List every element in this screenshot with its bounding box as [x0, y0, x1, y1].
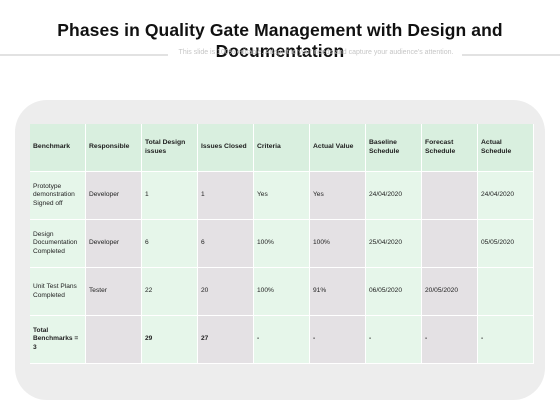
table-cell-responsible: Developer — [86, 172, 142, 220]
table-cell-actual-schedule: 05/05/2020 — [478, 220, 534, 268]
table-cell-benchmark: Prototype demonstration Signed off — [30, 172, 86, 220]
table-cell-actual-value: 91% — [310, 268, 366, 316]
table-cell-total-design-issues: 6 — [142, 220, 198, 268]
divider-right — [462, 54, 560, 56]
table-cell-forecast-schedule — [422, 220, 478, 268]
total-cell-baseline-schedule: - — [366, 316, 422, 364]
header-total-design-issues: Total Design issues — [142, 124, 198, 172]
table-cell-issues-closed: 1 — [198, 172, 254, 220]
table-cell-total-design-issues: 22 — [142, 268, 198, 316]
table-cell-benchmark: Unit Test Plans Completed — [30, 268, 86, 316]
total-design-issues-value: 29 — [142, 316, 198, 364]
table-cell-actual-schedule — [478, 268, 534, 316]
table-cell-forecast-schedule: 20/05/2020 — [422, 268, 478, 316]
header-actual-value: Actual Value — [310, 124, 366, 172]
table-cell-criteria: 100% — [254, 268, 310, 316]
header-actual-schedule: Actual Schedule — [478, 124, 534, 172]
table-cell-forecast-schedule — [422, 172, 478, 220]
total-cell-forecast-schedule: - — [422, 316, 478, 364]
table-cell-criteria: Yes — [254, 172, 310, 220]
table-cell-responsible: Developer — [86, 220, 142, 268]
table-cell-baseline-schedule: 25/04/2020 — [366, 220, 422, 268]
total-cell-responsible — [86, 316, 142, 364]
table-cell-actual-value: 100% — [310, 220, 366, 268]
header-responsible: Responsible — [86, 124, 142, 172]
total-cell-criteria: - — [254, 316, 310, 364]
page-subtitle: This slide is 100% editable. Adapt it to… — [178, 49, 454, 56]
total-benchmarks-label: Total Benchmarks = 3 — [30, 316, 86, 364]
table-cell-issues-closed: 6 — [198, 220, 254, 268]
table-cell-benchmark: Design Documentation Completed — [30, 220, 86, 268]
table-cell-baseline-schedule: 24/04/2020 — [366, 172, 422, 220]
header-forecast-schedule: Forecast Schedule — [422, 124, 478, 172]
table-cell-responsible: Tester — [86, 268, 142, 316]
header-benchmark: Benchmark — [30, 124, 86, 172]
page-title: Phases in Quality Gate Management with D… — [57, 20, 503, 61]
header-baseline-schedule: Baseline Schedule — [366, 124, 422, 172]
table-cell-criteria: 100% — [254, 220, 310, 268]
table-cell-baseline-schedule: 06/05/2020 — [366, 268, 422, 316]
table-cell-issues-closed: 20 — [198, 268, 254, 316]
table-cell-total-design-issues: 1 — [142, 172, 198, 220]
total-cell-actual-schedule: - — [478, 316, 534, 364]
table-cell-actual-value: Yes — [310, 172, 366, 220]
total-issues-closed-value: 27 — [198, 316, 254, 364]
quality-gate-table: Benchmark Responsible Total Design issue… — [30, 124, 534, 364]
table-cell-actual-schedule: 24/04/2020 — [478, 172, 534, 220]
header-issues-closed: Issues Closed — [198, 124, 254, 172]
subtitle-row: This slide is 100% editable. Adapt it to… — [0, 49, 560, 61]
header-criteria: Criteria — [254, 124, 310, 172]
total-cell-actual-value: - — [310, 316, 366, 364]
divider-left — [0, 54, 168, 56]
